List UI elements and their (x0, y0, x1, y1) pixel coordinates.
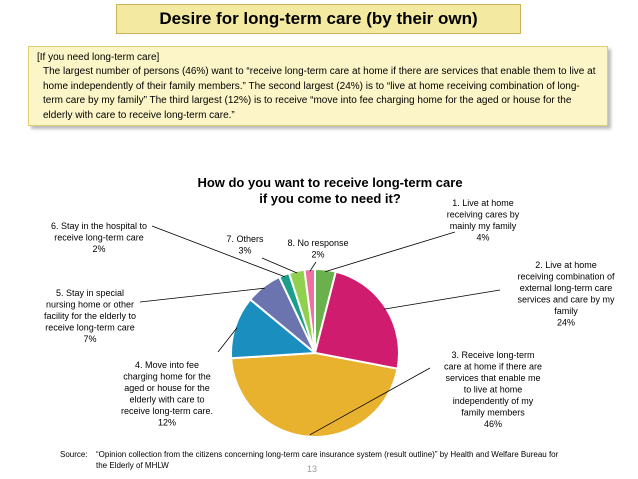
leader-line (384, 289, 501, 310)
leader-line (309, 367, 431, 436)
slice-label-line: 24% (557, 318, 575, 328)
slice-label-line: mainly my family (450, 221, 517, 231)
pie-slice (230, 351, 399, 438)
slice-label-line: external long-term care (520, 283, 613, 293)
leader-line (151, 225, 285, 278)
slice-label-line: services and care by my (517, 295, 615, 305)
summary-box: [If you need long-term care] The largest… (28, 46, 608, 126)
pie-slice (313, 270, 400, 370)
summary-body: The largest number of persons (46%) want… (43, 66, 596, 121)
slice-label: 2. Live at home receiving combination of e… (517, 260, 615, 328)
slice-label-line: family (554, 306, 578, 316)
slice-label-line: 7. Others (226, 234, 264, 244)
slice-label: 1. Live at home receiving cares by mainly … (447, 198, 520, 243)
slice-labels: 1. Live at home receiving cares by mainly … (44, 198, 615, 429)
pie-slices (230, 267, 400, 438)
leader-line (309, 261, 317, 272)
slice-label-line: 4. Move into fee (135, 360, 199, 370)
slice-label-line: nursing home or other (46, 300, 134, 310)
source-text: “Opinion collection from the citizens co… (96, 450, 559, 470)
leader-line (261, 257, 298, 274)
slice-label: 5. Stay in special nursing home or other f… (44, 288, 136, 344)
slice-label-line: 7% (83, 334, 96, 344)
leader-lines (139, 225, 501, 436)
slice-label-line: receive long-term care (45, 323, 135, 333)
page-number: 13 (307, 464, 318, 474)
pie-slice (303, 267, 316, 354)
slice-label-line: services that enable me (445, 373, 540, 383)
slice-label-line: family members (461, 408, 525, 418)
pie-slice (230, 298, 318, 360)
slice-label-line: receiving cares by (447, 210, 520, 220)
leader-line (325, 231, 456, 272)
chart-title: How do you want to receive long-term car… (197, 175, 462, 206)
source-label: Source: (60, 450, 88, 459)
slice-label: 8. No response 2% (287, 238, 348, 260)
slice-label: 4. Move into fee charging home for the age… (121, 360, 213, 428)
slice-label-line: 2. Live at home (535, 260, 597, 270)
slice-label-line: receive long-term care. (121, 406, 213, 416)
slice-label-line: 8. No response (287, 238, 348, 248)
chart-title-line: How do you want to receive long-term car… (197, 175, 462, 190)
slice-label-line: 12% (158, 418, 176, 428)
slice-label-line: aged or house for the (124, 383, 210, 393)
leader-line (139, 287, 265, 303)
slice-label-line: 4% (476, 233, 489, 243)
slice-label-line: charging home for the (123, 372, 211, 382)
slice-label-line: elderly with care to (129, 395, 204, 405)
slice-label-line: 2% (92, 244, 105, 254)
chart-title-line: if you come to need it? (259, 191, 401, 206)
slice-label-line: 46% (484, 419, 502, 429)
summary-heading: [If you need long-term care] (37, 52, 160, 63)
slide-title: Desire for long-term care (by their own) (116, 4, 521, 34)
slice-label-line: receiving combination of (517, 272, 615, 282)
slice-label-line: facility for the elderly to (44, 311, 136, 321)
slice-label-line: 5. Stay in special (56, 288, 124, 298)
slice-label-line: care at home if there are (444, 362, 542, 372)
slice-label-line: 1. Live at home (452, 198, 514, 208)
slice-label: 6. Stay in the hospital to receive long-t… (51, 221, 147, 254)
slice-label-line: independently of my (453, 396, 534, 406)
slice-label-line: 3% (238, 246, 251, 256)
slice-label-line: 2% (311, 250, 324, 260)
slice-label-line: 3. Receive long-term (451, 350, 534, 360)
slice-label-line: 6. Stay in the hospital to (51, 221, 147, 231)
slice-label: 3. Receive long-term care at home if ther… (444, 350, 542, 429)
slice-label: 7. Others 3% (226, 234, 264, 256)
leader-line (217, 327, 238, 353)
slice-label-line: receive long-term care (54, 233, 144, 243)
slice-label-line: to live at home (464, 385, 523, 395)
